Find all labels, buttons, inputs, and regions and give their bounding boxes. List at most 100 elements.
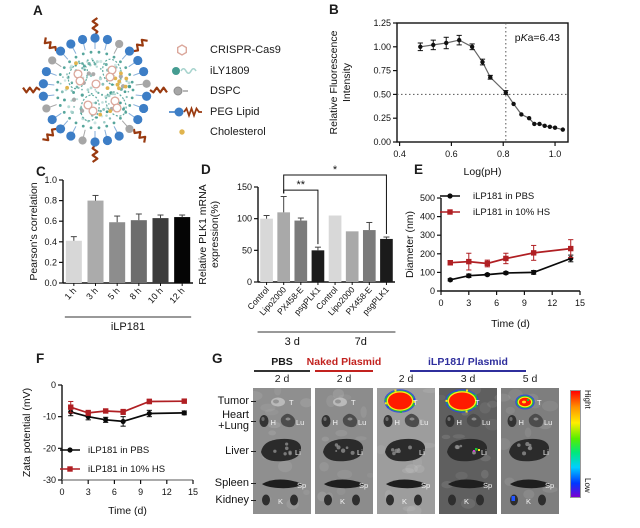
- panel-label-a: A: [33, 3, 43, 18]
- svg-text:0: 0: [430, 286, 435, 296]
- svg-text:9: 9: [522, 298, 527, 308]
- svg-text:0.6: 0.6: [445, 149, 458, 159]
- cholesterol-icon: [179, 129, 185, 135]
- legend-item-label: PEG Lipid: [210, 105, 260, 118]
- svg-text:1.0: 1.0: [549, 149, 562, 159]
- panel-label-b: B: [329, 2, 339, 17]
- organ-row-label: Kidney: [215, 493, 249, 506]
- particle-legend: CRISPR-Cas9 iLY1809 DSPC PEG Lipid Cholester…: [168, 40, 281, 143]
- svg-text:3: 3: [86, 487, 91, 497]
- svg-text:Relative Fluorescence: Relative Fluorescence: [328, 30, 340, 134]
- group-header-naked-plasmid: Naked Plasmid: [306, 356, 382, 368]
- svg-text:Sp: Sp: [359, 481, 368, 490]
- svg-text:50: 50: [242, 245, 252, 255]
- organ-image-column: T H Lu Li Sp K: [494, 388, 559, 514]
- organ-image-column: T H Lu Li Sp K: [376, 388, 438, 517]
- chart-plk1-mrna-expression: 050100150ControlLipo2000PX458-EpsgPLK1Co…: [197, 164, 396, 348]
- svg-text:T: T: [537, 398, 542, 407]
- organ-image-column: T H Lu Li Sp K: [315, 388, 374, 514]
- svg-text:Li: Li: [543, 448, 549, 457]
- svg-text:0.00: 0.00: [373, 137, 391, 147]
- peg-antenna: [43, 37, 58, 52]
- legend-item: PEG Lipid: [168, 102, 281, 123]
- timepoint-label: 2 d: [398, 373, 414, 385]
- svg-text:H: H: [395, 418, 400, 427]
- svg-text:iLP181 in PBS: iLP181 in PBS: [473, 191, 534, 202]
- row-pointer-line: [251, 451, 256, 453]
- svg-text:K: K: [402, 497, 407, 506]
- svg-text:15: 15: [188, 487, 198, 497]
- svg-text:T: T: [413, 398, 418, 407]
- svg-text:T: T: [475, 398, 480, 407]
- svg-text:1.0: 1.0: [44, 175, 57, 185]
- panel-biodistribution-images: PBS Naked Plasmid iLP181/ Plasmid 2 d T H Lu Li…: [208, 350, 640, 528]
- group-header-ilp181-plasmid: iLP181/ Plasmid: [428, 356, 508, 368]
- svg-text:0.8: 0.8: [497, 149, 510, 159]
- svg-text:0: 0: [59, 487, 64, 497]
- svg-text:150: 150: [237, 182, 252, 192]
- peg-antenna: [132, 128, 147, 143]
- svg-text:-20: -20: [43, 443, 56, 453]
- organ-row-label: Liver: [225, 444, 249, 457]
- organ-row-label: Heart +Lung: [218, 409, 249, 432]
- svg-text:Li: Li: [481, 448, 487, 457]
- svg-text:Lu: Lu: [358, 418, 366, 427]
- peg-antenna: [133, 38, 148, 53]
- colorbar-low-label: Low: [583, 478, 592, 493]
- svg-text:100: 100: [237, 214, 252, 224]
- svg-text:0.6: 0.6: [44, 216, 57, 226]
- organ-image-column: T H Lu Li Sp K: [244, 385, 313, 514]
- svg-text:K: K: [464, 497, 469, 506]
- crispr-cas9-cargo: [112, 103, 122, 113]
- organ-image-column: T H Lu Li Sp K: [437, 385, 501, 514]
- crispr-cas9-icon: [176, 44, 187, 57]
- svg-text:0: 0: [247, 277, 252, 287]
- svg-text:Lu: Lu: [296, 418, 304, 427]
- svg-text:K: K: [526, 497, 531, 506]
- lipid-nanoparticle-illustration: [22, 17, 168, 163]
- svg-text:Li: Li: [419, 448, 425, 457]
- legend-item-label: iLY1809: [210, 64, 250, 77]
- peg-antenna: [22, 86, 41, 94]
- svg-text:0.75: 0.75: [373, 66, 391, 76]
- row-pointer-line: [251, 500, 256, 502]
- row-pointer-line: [251, 421, 256, 423]
- row-pointer-line: [251, 401, 256, 403]
- svg-text:300: 300: [420, 230, 435, 240]
- crispr-cas9-cargo: [83, 100, 93, 110]
- crispr-cas9-cargo: [88, 106, 98, 116]
- svg-text:8 h: 8 h: [128, 286, 144, 302]
- panel-label-c: C: [36, 164, 46, 179]
- group-underline: [410, 370, 526, 372]
- svg-text:1 h: 1 h: [63, 286, 79, 302]
- svg-text:15: 15: [575, 298, 585, 308]
- svg-text:500: 500: [420, 193, 435, 203]
- svg-text:H: H: [271, 418, 276, 427]
- legend-item-label: Cholesterol: [210, 126, 266, 139]
- panel-label-e: E: [414, 162, 424, 177]
- svg-text:Log(pH): Log(pH): [464, 166, 502, 178]
- svg-text:0.4: 0.4: [393, 149, 406, 159]
- svg-text:Intensity: Intensity: [341, 62, 353, 102]
- svg-text:0.0: 0.0: [44, 278, 57, 288]
- group-underline: [254, 370, 310, 372]
- row-pointer-line: [251, 483, 256, 485]
- organ-row-label: Spleen: [214, 476, 249, 489]
- ily1809-icon: [172, 66, 197, 75]
- svg-text:Diameter (nm): Diameter (nm): [404, 211, 416, 278]
- svg-text:expression(%): expression(%): [209, 201, 221, 268]
- crispr-cas9-cargo: [91, 79, 101, 89]
- svg-text:0.4: 0.4: [44, 237, 57, 247]
- svg-text:7d: 7d: [355, 336, 367, 348]
- svg-text:Sp: Sp: [545, 481, 554, 490]
- group-header-pbs: PBS: [271, 356, 293, 368]
- svg-text:3 h: 3 h: [84, 286, 100, 302]
- svg-text:K: K: [340, 497, 345, 506]
- svg-text:*: *: [333, 164, 338, 176]
- svg-text:3 d: 3 d: [285, 336, 300, 348]
- svg-text:0.2: 0.2: [44, 257, 57, 267]
- svg-text:12 h: 12 h: [167, 286, 186, 306]
- svg-text:pKa=6.43: pKa=6.43: [515, 32, 560, 44]
- svg-text:100: 100: [420, 267, 435, 277]
